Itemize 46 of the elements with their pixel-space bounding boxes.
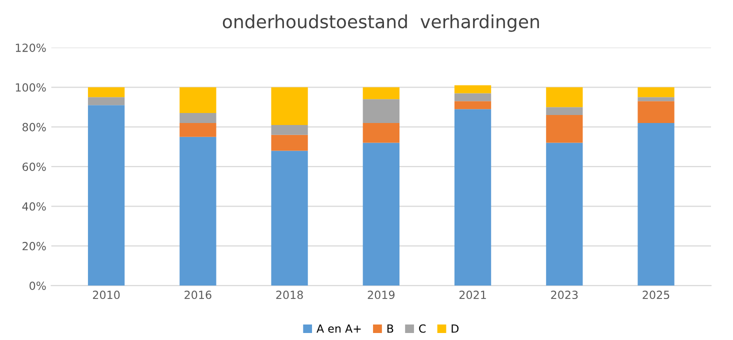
x-tick-label: 2023: [551, 290, 578, 300]
bar: [454, 93, 492, 102]
bar: [271, 134, 308, 151]
bar: [362, 87, 400, 100]
x-tick-label: 2025: [642, 290, 670, 300]
y-tick-label: 80%: [22, 122, 46, 132]
y-tick-label: 120%: [16, 44, 46, 52]
bar: [546, 107, 583, 116]
bar: [638, 97, 674, 102]
y-tick-label: 20%: [22, 242, 46, 250]
bar: [180, 113, 216, 123]
bar: [546, 87, 583, 108]
y-tick-label: 60%: [22, 162, 46, 171]
bar: [454, 101, 492, 110]
legend-label: D: [452, 324, 459, 333]
legend-label: A en A+: [316, 324, 361, 333]
bar: [88, 97, 125, 106]
legend-label: C: [419, 324, 426, 333]
bar: [271, 150, 308, 286]
x-tick-label: 2016: [184, 290, 212, 300]
bar: [454, 85, 492, 94]
y-tick-label: 100%: [16, 83, 46, 92]
y-tick-label: 0%: [30, 282, 46, 290]
bar: [88, 87, 125, 98]
bar: [546, 115, 583, 143]
bar: [362, 122, 400, 143]
chart-title: onderhoudstoestand verhardingen: [222, 14, 539, 32]
x-tick-label: 2010: [92, 290, 120, 300]
bar: [271, 124, 308, 135]
bar: [88, 105, 125, 286]
bar: [454, 109, 492, 286]
bar: [271, 87, 308, 125]
bar: [638, 122, 674, 286]
bar: [180, 87, 216, 114]
bar: [362, 99, 400, 123]
x-tick-label: 2018: [276, 290, 303, 300]
bar: [546, 142, 583, 286]
bar: [180, 122, 216, 137]
y-tick-label: 40%: [22, 202, 46, 211]
bar: [638, 87, 674, 98]
x-tick-label: 2021: [459, 290, 486, 300]
bar: [180, 136, 216, 286]
x-tick-label: 2019: [368, 290, 395, 300]
bar: [638, 101, 674, 123]
legend-label: B: [387, 324, 394, 333]
bar: [362, 142, 400, 286]
